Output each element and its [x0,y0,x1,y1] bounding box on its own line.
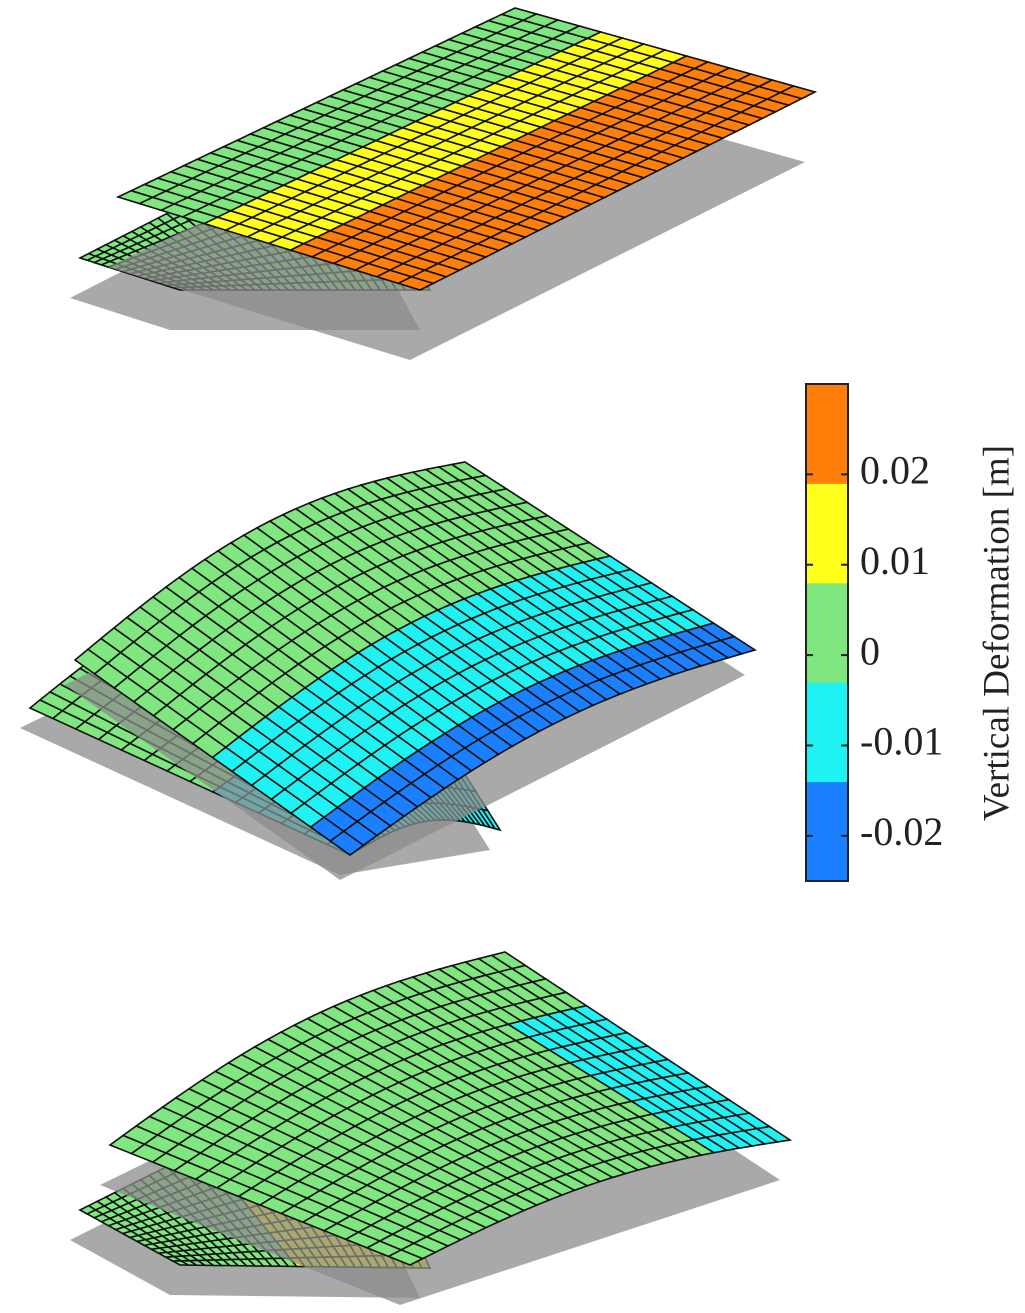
surfaces [20,7,818,1305]
colorbar-segment [806,682,848,783]
tick-label: -0.02 [860,809,943,854]
colorbar: -0.02 -0.01 0 0.01 0.02 [805,383,943,882]
tick-label: 0.01 [860,538,930,583]
colorbar-segment [806,384,848,484]
colorbar-segment [806,781,848,882]
colorbar-label: Vertical Deformation [m] [976,445,1017,821]
tick-label: -0.01 [860,719,943,764]
mesh-cell [480,808,502,832]
colorbar-frame [805,383,849,882]
mesh-cell [754,1125,793,1143]
mesh-cell [718,635,757,655]
tick-label: 0 [860,628,880,673]
colorbar-segment [806,483,848,584]
tick-label: 0.02 [860,448,930,493]
colorbar-segment [806,582,848,683]
mesh-cell [778,85,818,100]
